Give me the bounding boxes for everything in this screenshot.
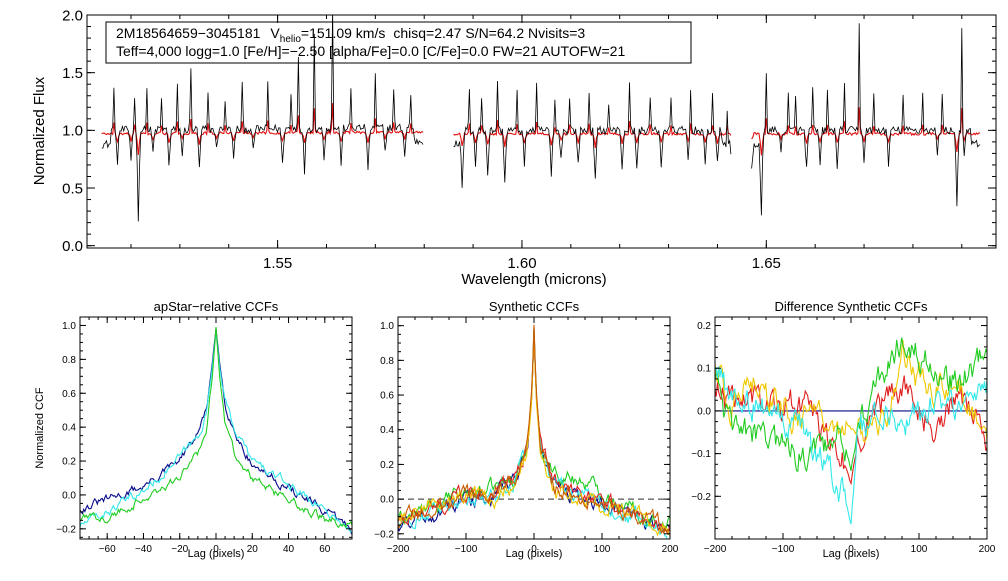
spectrum-ytick-label: 1.0 [62,123,83,140]
apstar-ccf-ytick-label: 1.0 [62,321,76,332]
synthetic-ccf-xtick-label: −200 [387,544,410,555]
annotation-vhelio-label: V [270,25,280,41]
difference-ccf-ytick-label: 0.0 [697,406,711,417]
spectrum-xtick-label: 1.55 [263,255,292,272]
apstar-ccf-xtick-label: 40 [283,544,295,555]
spectrum-ytick-label: 1.5 [62,65,83,82]
apstar-ccf-panel: apStar−relative CCFs −60 −40 −20 0 20 40 60 −0.… [34,299,353,560]
spectrum-ylabel: Normalized Flux [31,76,48,185]
spectrum-observed-chip-2 [453,80,732,188]
apstar-ccf-ylabel: Normalized CCF [34,387,46,469]
apstar-ccf-ytick-label: 0.8 [62,355,76,366]
apstar-ccf-xtick-label: 20 [247,544,259,555]
synthetic-ccf-ytick-label: 0.0 [380,495,394,506]
annotation-star-id: 2M18564659−3045181 [116,25,261,41]
difference-ccf-xtick-label: 200 [979,544,996,555]
spectrum-annotation-box: 2M18564659−3045181 Vhelio=151.09 km/s chis… [105,21,692,64]
synthetic-ccf-panel: Synthetic CCFs −200 −100 0 100 200 −0.2 0.0 0.2… [374,299,679,560]
apstar-ccf-series-visit-green [80,327,352,529]
spectrum-ytick-label: 2.0 [62,7,83,24]
difference-ccf-ytick-label: −0.1 [691,449,711,460]
apstar-ccf-ytick-label: 0.0 [62,490,76,501]
apstar-ccf-ytick-label: 0.2 [62,457,76,468]
synthetic-ccf-xtick-label: 200 [662,544,679,555]
spectrum-ytick-label: 0.5 [62,180,83,197]
spectrum-observed-chip-1 [101,15,424,222]
apstar-ccf-xtick-label: −40 [135,544,152,555]
synthetic-ccf-series-visit-orange [398,324,670,535]
spectrum-panel: 1.55 1.60 1.65 0.0 0.5 1.0 1.5 2.0 Normalized F… [31,7,997,288]
annotation-line-2: Teff=4,000 logg=1.0 [Fe/H]=−2.50 [alpha/… [116,43,625,59]
synthetic-ccf-ytick-label: 1.0 [380,321,394,332]
spectrum-plot-frame [86,14,997,249]
difference-ccf-ytick-label: 0.1 [697,364,711,375]
apstar-ccf-ytick-label: 0.6 [62,389,76,400]
difference-ccf-panel: Difference Synthetic CCFs −200 −100 0 100 20… [691,299,996,560]
difference-ccf-series-visit-green [715,337,987,473]
difference-ccf-xtick-label: −100 [772,544,795,555]
apstar-ccf-xtick-label: 0 [213,544,219,555]
apstar-ccf-xlabel: Lag (pixels) [188,548,245,560]
synthetic-ccf-ytick-label: −0.2 [374,529,394,540]
difference-ccf-title: Difference Synthetic CCFs [775,299,928,314]
apstar-ccf-ytick-label: −0.2 [56,524,76,535]
synthetic-ccf-ytick-label: 0.6 [380,391,394,402]
difference-ccf-series-visit-cyan [715,366,987,525]
difference-ccf-xtick-label: −200 [704,544,727,555]
spectrum-ytick-label: 0.0 [62,238,83,255]
synthetic-ccf-xlabel: Lag (pixels) [506,548,563,560]
difference-ccf-ytick-label: 0.2 [697,321,711,332]
apstar-ccf-xtick-label: −60 [99,544,116,555]
apstar-ccf-title: apStar−relative CCFs [154,299,279,314]
difference-ccf-ytick-label: −0.2 [691,492,711,503]
difference-ccf-series-visit-yellow [715,339,987,444]
annotation-vhelio-value: =151.09 km/s [301,25,385,41]
synthetic-ccf-ytick-label: 0.8 [380,356,394,367]
synthetic-ccf-ytick-label: 0.4 [380,425,394,436]
synthetic-ccf-title: Synthetic CCFs [489,299,580,314]
spectrum-xlabel: Wavelength (microns) [461,271,606,288]
difference-ccf-xtick-label: 100 [911,544,928,555]
synthetic-ccf-xtick-label: 0 [531,544,537,555]
annotation-vhelio-sub: helio [280,34,302,45]
spectrum-model-chip-1 [101,103,424,156]
apstar-ccf-xtick-label: 60 [319,544,331,555]
synthetic-ccf-xtick-label: 100 [594,544,611,555]
spectrum-xtick-label: 1.60 [507,255,536,272]
spectrum-xtick-label: 1.65 [752,255,781,272]
spectrum-model-chip-2 [453,120,732,149]
apstar-ccf-xtick-label: −20 [171,544,188,555]
difference-ccf-series-visit-red [715,375,987,486]
apstar-ccf-ytick-label: 0.4 [62,423,76,434]
difference-ccf-xtick-label: 0 [848,544,854,555]
difference-ccf-xlabel: Lag (pixels) [823,548,880,560]
synthetic-ccf-ytick-label: 0.2 [380,460,394,471]
annotation-stats: chisq=2.47 S/N=64.2 Nvisits=3 [393,25,585,41]
synthetic-ccf-xtick-label: −100 [455,544,478,555]
spectrum-observed-chip-3 [751,23,981,216]
annotation-line-1: 2M18564659−3045181 Vhelio=151.09 km/s chis… [116,25,585,45]
